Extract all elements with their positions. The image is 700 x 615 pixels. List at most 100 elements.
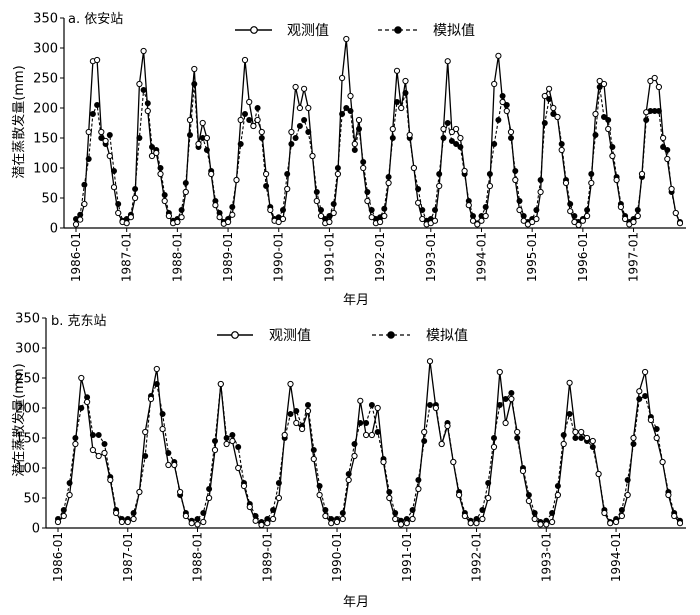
panel-a-observed-point [165, 212, 172, 220]
panel-b-observed-point [223, 440, 230, 448]
panel-a-simulated-point [343, 105, 350, 112]
panel-a-legend-simulated-label: 模拟值 [433, 23, 475, 39]
panel-b-observed-point [270, 515, 277, 523]
panel-b-simulated-point [502, 395, 509, 402]
panel-b-simulated-point [368, 401, 375, 408]
panel-a-observed-point [237, 116, 244, 124]
panel-b-observed-point [659, 458, 666, 466]
panel-a-observed-point [305, 104, 312, 112]
panel-b-simulated-point [421, 437, 428, 444]
panel-b-observed-point [322, 512, 329, 520]
panel-a-observed-point [334, 170, 341, 178]
panel-b-simulated-point [235, 443, 242, 450]
panel-b-y-tick-label: 200 [15, 402, 40, 417]
panel-b-x-tick-label: 1988-01 [191, 532, 205, 582]
panel-b-observed-point [403, 520, 410, 527]
panel-a-observed-point [208, 170, 215, 178]
panel-b-observed-point [543, 521, 550, 528]
panel-a-x-tick-label: 1992-01 [373, 232, 387, 282]
panel-a-observed-point [250, 122, 257, 130]
panel-a-observed-point [541, 92, 548, 100]
panel-a-x-tick-label: 1995-01 [525, 232, 539, 282]
panel-b-observed-point [432, 404, 439, 412]
panel-a-y-tick-label: 150 [33, 132, 58, 147]
panel-b-y-tick-label: 350 [15, 312, 40, 327]
panel-a-observed-point [115, 209, 122, 217]
panel-a-observed-point [77, 216, 84, 223]
panel-a-y-tick-label: 200 [33, 102, 58, 117]
panel-a-simulated-point [444, 120, 451, 127]
panel-b-observed-point [554, 491, 562, 499]
panel-a-observed-point [516, 206, 523, 214]
panel-a-title: a. 依安站 [68, 12, 123, 27]
panel-b-observed-point [642, 368, 649, 376]
panel-a-observed-point [503, 107, 510, 115]
panel-a-observed-point [393, 67, 401, 74]
panel-a-observed-point [579, 217, 587, 224]
panel-a-observed-point [588, 179, 595, 187]
panel-a-legend-observed-marker [250, 26, 258, 34]
panel-b-observed-point [671, 512, 678, 520]
panel-b-observed-point [647, 416, 655, 424]
panel-b-simulated-point [78, 404, 85, 411]
panel-a-simulated-point [288, 140, 295, 147]
panel-a-observed-point [605, 125, 612, 133]
panel-a-observed-point [148, 152, 156, 160]
panel-a-simulated-point [453, 140, 460, 147]
panel-a-x-tick-label: 1988-01 [170, 232, 184, 282]
panel-b-observed-point [78, 374, 85, 382]
panel-b-simulated-point [101, 440, 108, 447]
panel-a-observed-point [499, 98, 506, 106]
panel-b-observed-point [281, 431, 288, 439]
panel-a-observed-point [431, 217, 439, 224]
panel-a-simulated-point [89, 111, 96, 118]
panel-a-observed-point [647, 77, 654, 85]
panel-b-observed-point [479, 515, 486, 523]
panel-a-observed-point [651, 74, 658, 82]
panel-a-observed-point [676, 220, 684, 227]
panel-a-observed-point [622, 215, 629, 223]
panel-b-observed-point [182, 512, 189, 520]
panel-a-simulated-point [246, 117, 253, 124]
panel-a-x-tick-label: 1989-01 [221, 232, 235, 282]
panel-a-observed-point [72, 221, 80, 228]
panel-b-observed-point [589, 437, 596, 445]
panel-a-observed-point [571, 218, 578, 226]
panel-a-simulated-point [292, 134, 299, 141]
panel-a-observed-point [199, 119, 206, 127]
panel-a-x-tick-label: 1996-01 [576, 232, 590, 282]
panel-b-observed-point [177, 488, 184, 496]
panel-b-observed-point [235, 464, 242, 472]
panel-a-observed-point [596, 77, 603, 85]
panel-b-observed-point [159, 425, 166, 433]
panel-b-observed-point [333, 518, 341, 526]
panel-b-observed-point [519, 467, 527, 475]
panel-a-x-tick-label: 1986-01 [69, 232, 83, 282]
panel-a-observed-point [402, 77, 409, 85]
panel-b-observed-point [206, 494, 213, 502]
panel-a-simulated-point [330, 200, 337, 207]
panel-b-observed-point [264, 520, 271, 527]
panel-a-observed-point [558, 146, 565, 154]
panel-b-observed-point [508, 395, 515, 403]
panel-b-observed-point [246, 503, 253, 511]
panel-b-observed-point [60, 512, 67, 520]
panel-a-observed-point [351, 140, 358, 148]
panel-a-simulated-point [296, 123, 303, 130]
panel-a-x-tick-label: 1991-01 [322, 232, 336, 282]
panel-a-observed-point [562, 179, 570, 187]
panel-b-simulated-point [95, 431, 102, 438]
panel-a-observed-point [182, 188, 189, 196]
panel-b-observed-point [578, 428, 585, 436]
panel-a-observed-point [398, 104, 405, 112]
panel-b-observed-point [130, 515, 137, 523]
panel-b-observed-point [142, 428, 149, 436]
panel-b-observed-point [229, 437, 236, 445]
panel-a-observed-point [178, 214, 185, 221]
panel-b-y-tick-label: 0 [32, 522, 40, 537]
panel-a-observed-point [660, 134, 667, 142]
panel-b-legend-simulated-marker [387, 331, 395, 339]
panel-b-legend-observed-label: 观测值 [269, 328, 311, 344]
panel-a-simulated-point [448, 137, 455, 144]
panel-a-observed-point [668, 185, 675, 193]
